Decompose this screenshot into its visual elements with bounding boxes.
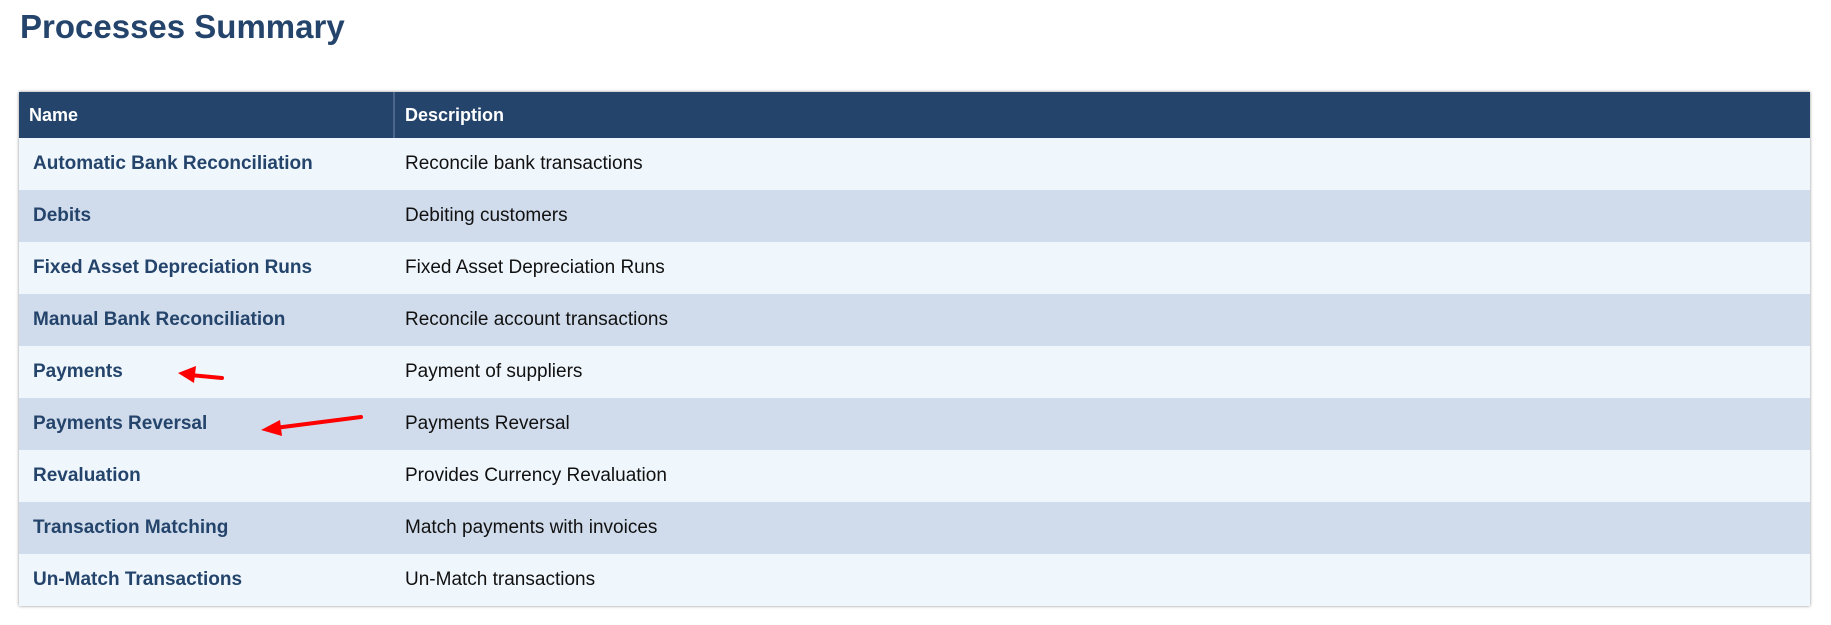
process-description: Debiting customers — [405, 205, 568, 226]
column-header-name[interactable]: Name — [19, 92, 395, 138]
process-description: Payment of suppliers — [405, 361, 583, 382]
table-row[interactable]: Payments Payment of suppliers — [19, 346, 1810, 398]
process-description: Match payments with invoices — [405, 517, 658, 538]
process-name-link[interactable]: Un-Match Transactions — [33, 569, 243, 590]
process-description: Un-Match transactions — [405, 569, 596, 590]
table-row[interactable]: Debits Debiting customers — [19, 190, 1810, 242]
table-row[interactable]: Revaluation Provides Currency Revaluation — [19, 450, 1810, 502]
process-description: Fixed Asset Depreciation Runs — [405, 257, 665, 278]
table-row[interactable]: Automatic Bank Reconciliation Reconcile b… — [19, 138, 1810, 190]
process-name-link[interactable]: Transaction Matching — [33, 517, 229, 538]
table-row[interactable]: Fixed Asset Depreciation Runs Fixed Asset… — [19, 242, 1810, 294]
table-row[interactable]: Payments Reversal Payments Reversal — [19, 398, 1810, 450]
table-row[interactable]: Un-Match Transactions Un-Match transactio… — [19, 554, 1810, 606]
process-name-link[interactable]: Debits — [33, 205, 92, 226]
process-description: Reconcile bank transactions — [405, 153, 643, 174]
process-description: Payments Reversal — [405, 413, 570, 434]
processes-table: Name Description Automatic Bank Reconcil… — [19, 92, 1810, 606]
table-row[interactable]: Transaction Matching Match payments with … — [19, 502, 1810, 554]
table-header: Name Description — [19, 92, 1810, 138]
process-name-link[interactable]: Payments Reversal — [33, 413, 208, 434]
column-header-description[interactable]: Description — [405, 104, 505, 125]
process-name-link[interactable]: Fixed Asset Depreciation Runs — [33, 257, 313, 278]
page-title: Processes Summary — [20, 8, 345, 45]
process-name-link[interactable]: Manual Bank Reconciliation — [33, 309, 286, 330]
process-name-link[interactable]: Revaluation — [33, 465, 141, 486]
process-name-link[interactable]: Automatic Bank Reconciliation — [33, 153, 313, 174]
process-description: Provides Currency Revaluation — [405, 465, 667, 486]
process-description: Reconcile account transactions — [405, 309, 668, 330]
table-row[interactable]: Manual Bank Reconciliation Reconcile acco… — [19, 294, 1810, 346]
process-name-link[interactable]: Payments — [33, 361, 123, 382]
